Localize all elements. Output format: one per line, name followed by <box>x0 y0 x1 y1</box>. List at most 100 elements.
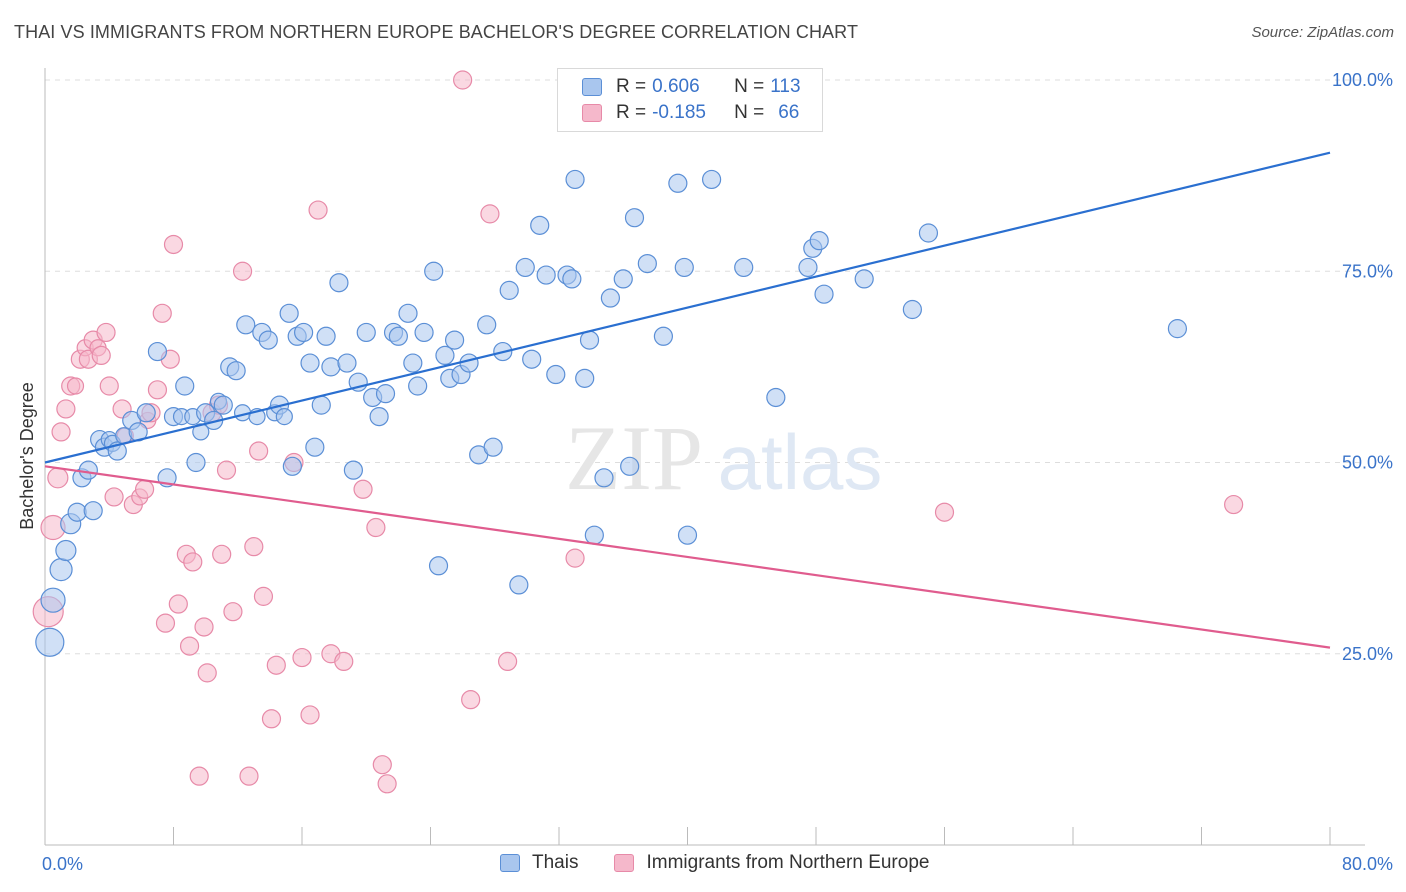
data-point <box>515 257 535 278</box>
data-point <box>624 208 645 228</box>
data-point <box>424 261 444 281</box>
data-point <box>594 468 614 488</box>
data-point <box>934 502 955 522</box>
data-point <box>461 690 481 710</box>
data-point <box>414 322 434 343</box>
data-point <box>483 437 503 457</box>
stats-legend: R = 0.606 N = 113 R = -0.185 N = 66 <box>557 68 823 132</box>
n-label: N = <box>734 102 765 123</box>
data-point <box>321 357 341 377</box>
legend-label-thais: Thais <box>532 852 579 873</box>
data-point <box>499 280 519 300</box>
data-point <box>668 173 688 193</box>
data-point <box>212 544 232 564</box>
data-point <box>477 315 497 335</box>
data-point <box>453 70 473 90</box>
data-point <box>375 384 396 404</box>
y-tick-label: 100.0% <box>1332 70 1393 90</box>
data-point <box>366 517 386 538</box>
trend-line <box>44 151 1331 464</box>
axes <box>44 68 1365 846</box>
data-point <box>372 755 392 775</box>
data-point <box>249 441 269 461</box>
data-point <box>67 502 87 522</box>
data-point <box>536 265 556 285</box>
data-point <box>83 501 103 521</box>
data-point <box>766 387 786 408</box>
data-point <box>353 479 373 499</box>
x-tick-label: 80.0% <box>1342 854 1393 874</box>
series-immigrants-northern-europe <box>32 70 1244 794</box>
data-point <box>444 330 465 350</box>
data-point <box>239 766 259 786</box>
data-point <box>311 395 331 415</box>
data-point <box>168 594 188 614</box>
y-tick-label: 50.0% <box>1342 453 1393 473</box>
data-point <box>653 326 674 346</box>
data-point <box>223 602 243 622</box>
data-point <box>343 460 363 480</box>
data-point <box>300 353 320 373</box>
data-point <box>918 223 939 243</box>
data-point <box>398 303 418 323</box>
data-point <box>152 303 172 323</box>
data-point <box>334 651 354 672</box>
data-point <box>316 326 336 346</box>
data-point <box>261 709 282 729</box>
legend-swatch-blue <box>500 854 520 872</box>
data-point <box>236 315 256 335</box>
data-point <box>637 254 657 274</box>
data-point <box>546 364 566 385</box>
data-point <box>814 284 834 304</box>
data-point <box>509 575 529 595</box>
data-point <box>226 361 246 381</box>
n-value: 66 <box>778 102 800 123</box>
data-point <box>232 261 253 281</box>
data-point <box>613 269 633 289</box>
y-tick-label: 25.0% <box>1342 644 1393 664</box>
data-point <box>356 322 376 343</box>
r-label: R = <box>616 102 647 123</box>
data-point <box>902 299 922 320</box>
data-point <box>155 613 176 633</box>
watermark: ZIP atlas <box>565 407 882 509</box>
data-point <box>701 169 722 190</box>
data-point <box>253 586 274 606</box>
y-axis-label: Bachelor's Degree <box>17 382 37 530</box>
data-point <box>66 377 85 395</box>
data-point <box>403 353 423 373</box>
data-point <box>854 269 874 289</box>
y-tick-label: 75.0% <box>1342 261 1393 281</box>
data-point <box>565 548 585 568</box>
data-point <box>216 460 237 480</box>
data-point <box>78 460 98 480</box>
data-point <box>189 766 209 786</box>
data-point <box>40 587 66 613</box>
n-value: 113 <box>770 76 801 97</box>
x-tick-label: 0.0% <box>42 854 83 874</box>
data-point <box>49 557 73 582</box>
stats-row-thais: R = 0.606 N = 113 <box>582 75 801 99</box>
data-point <box>258 330 278 350</box>
legend-item-thais: Thais <box>500 852 578 874</box>
data-point <box>677 525 698 545</box>
watermark-atlas: atlas <box>718 418 883 506</box>
data-point <box>565 169 585 190</box>
data-point <box>530 215 550 235</box>
series-legend: Thais Immigrants from Northern Europe <box>500 852 965 874</box>
r-value: -0.185 <box>652 102 706 123</box>
data-point <box>179 636 200 656</box>
data-point <box>186 452 206 473</box>
data-point <box>136 403 156 423</box>
data-point <box>175 376 195 396</box>
chart-title: THAI VS IMMIGRANTS FROM NORTHERN EUROPE … <box>14 22 859 42</box>
data-point <box>1224 494 1244 515</box>
data-point <box>734 257 754 278</box>
stats-row-immigrants: R = -0.185 N = 66 <box>582 101 799 125</box>
data-point <box>183 552 203 572</box>
legend-item-immigrants: Immigrants from Northern Europe <box>614 852 929 874</box>
data-point <box>147 380 168 400</box>
data-point <box>292 647 312 668</box>
data-point <box>305 437 325 457</box>
